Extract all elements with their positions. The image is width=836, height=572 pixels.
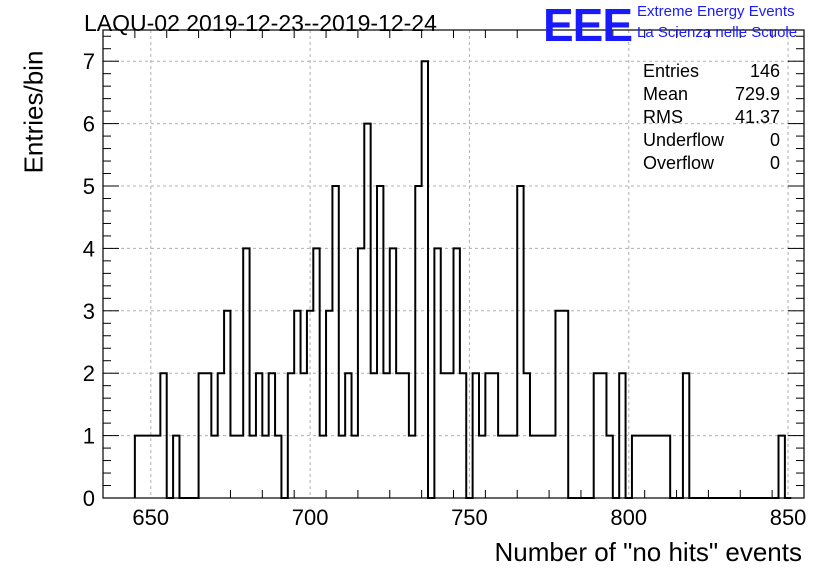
y-tick-label: 6 (83, 112, 95, 137)
stat-label: Overflow (643, 153, 715, 173)
stat-row-entries: Entries 146 (643, 60, 780, 83)
y-tick-label: 4 (83, 236, 95, 261)
stat-row-rms: RMS 41.37 (643, 106, 780, 129)
stat-value: 146 (749, 61, 780, 81)
axes (102, 29, 805, 499)
logo-text-line1: Extreme Energy Events (637, 3, 795, 20)
y-axis-label: Entries/bin (18, 50, 49, 174)
x-tick-label: 800 (610, 505, 647, 530)
y-tick-label: 2 (83, 361, 95, 386)
x-axis-label: Number of "no hits" events (494, 537, 803, 567)
y-tick-label: 5 (83, 174, 95, 199)
y-tick-label: 3 (83, 299, 95, 324)
x-tick-label: 850 (770, 505, 807, 530)
stat-value: 0 (769, 130, 780, 150)
stat-value: 0 (769, 153, 780, 173)
stats-box: Entries 146 Mean 729.9 RMS 41.37 Underfl… (643, 60, 780, 175)
chart-title: LAQU-02 2019-12-23--2019-12-24 (84, 10, 437, 36)
stat-label: Underflow (643, 130, 725, 150)
eee-logo-icon: EEE (543, 0, 633, 51)
x-tick-label: 650 (132, 505, 169, 530)
stat-label: Mean (643, 84, 689, 104)
stat-row-mean: Mean 729.9 (643, 83, 780, 106)
stat-value: 41.37 (734, 107, 780, 127)
x-tick-label: 700 (292, 505, 329, 530)
y-tick-label: 1 (83, 424, 95, 449)
y-tick-label: 7 (83, 49, 95, 74)
stat-row-overflow: Overflow 0 (643, 152, 780, 175)
y-tick-label: 0 (83, 486, 95, 511)
x-tick-label: 750 (451, 505, 488, 530)
stat-value: 729.9 (734, 84, 780, 104)
histogram-bars (133, 60, 792, 499)
logo-text-line2: La Scienza nelle Scuole (637, 24, 798, 41)
stat-label: Entries (643, 61, 700, 81)
histogram-series-line (133, 60, 792, 499)
stat-row-underflow: Underflow 0 (643, 129, 780, 152)
tick-labels: 650 700 750 800 850 0 1 2 3 4 5 6 7 (83, 49, 807, 530)
stat-label: RMS (643, 107, 683, 127)
